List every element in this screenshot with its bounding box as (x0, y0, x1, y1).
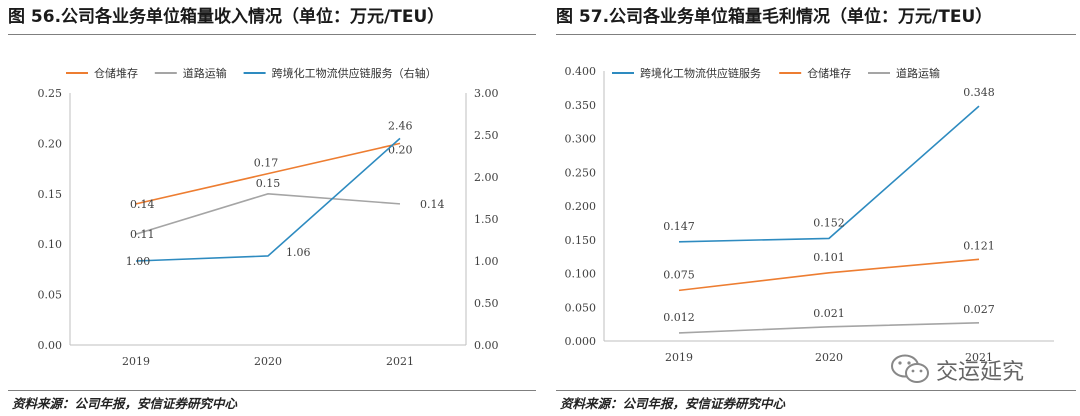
left-y2-tick-label: 1.00 (474, 255, 499, 268)
right-chart-panel: 图 57.公司各业务单位箱量毛利情况（单位：万元/TEU） 0.000 0.050… (548, 0, 1080, 416)
left-x-tick-label: 2021 (386, 355, 414, 368)
left-series-line (135, 137, 401, 262)
right-data-label: 0.348 (963, 86, 995, 99)
left-data-label: 1.00 (126, 255, 151, 268)
left-legend-label: 跨境化工物流供应链服务（右轴） (272, 66, 437, 80)
left-line-chart: 0.00 0.05 0.10 0.15 0.20 0.25 0.00 0.50 1.00 1.50… (38, 66, 499, 368)
left-data-label: 0.20 (388, 143, 413, 156)
left-bottom-rule (8, 390, 536, 391)
left-title-rule (8, 34, 536, 35)
watermark-text: 交运延究 (936, 360, 1025, 385)
left-legend-label: 仓储堆存 (94, 66, 138, 80)
right-x-tick-label: 2021 (965, 351, 993, 364)
left-chart-title: 图 56.公司各业务单位箱量收入情况（单位：万元/TEU） (8, 7, 445, 27)
right-series-line (678, 105, 980, 243)
right-line-chart: 0.000 0.050 0.100 0.150 0.200 0.250 0.300 0.350… (565, 65, 1054, 364)
right-y-tick-label: 0.300 (565, 133, 597, 146)
right-legend-label: 跨境化工物流供应链服务 (640, 66, 761, 80)
right-y-tick-label: 0.150 (565, 234, 597, 247)
left-y2-tick-label: 3.00 (474, 87, 499, 100)
right-chart-title: 图 57.公司各业务单位箱量毛利情况（单位：万元/TEU） (556, 7, 993, 27)
left-data-label: 0.14 (420, 198, 445, 211)
left-source-note: 资料来源：公司年报，安信证券研究中心 (12, 396, 238, 411)
right-series-line (678, 321, 980, 334)
right-legend-label: 道路运输 (896, 66, 940, 80)
wechat-icon (891, 354, 929, 383)
right-data-label: 0.152 (813, 216, 845, 229)
right-data-label: 0.075 (663, 268, 695, 281)
left-x-tick-label: 2019 (122, 355, 150, 368)
left-legend-label: 道路运输 (183, 66, 227, 80)
left-data-label: 0.17 (254, 157, 279, 170)
right-y-tick-label: 0.000 (565, 335, 597, 348)
left-data-label: 2.46 (388, 119, 413, 132)
left-y-tick-label: 0.20 (38, 137, 63, 150)
right-bottom-rule (556, 390, 1076, 391)
left-y-tick-label: 0.25 (38, 87, 63, 100)
right-data-label: 0.021 (813, 307, 845, 320)
left-y-tick-label: 0.15 (38, 188, 63, 201)
left-y2-tick-label: 0.50 (474, 297, 499, 310)
left-series-line (135, 142, 401, 205)
right-y-tick-label: 0.350 (565, 99, 597, 112)
right-y-tick-label: 0.250 (565, 166, 597, 179)
right-source-note: 资料来源：公司年报，安信证券研究中心 (560, 396, 786, 411)
left-data-label: 0.14 (130, 198, 155, 211)
left-chart-panel: 图 56.公司各业务单位箱量收入情况（单位：万元/TEU） 0.00 0.05 0.… (8, 7, 536, 411)
left-series-line (135, 192, 401, 235)
left-x-tick-label: 2020 (254, 355, 282, 368)
right-legend-label: 仓储堆存 (807, 66, 851, 80)
right-x-tick-label: 2020 (815, 351, 843, 364)
right-x-tick-label: 2019 (665, 351, 693, 364)
left-y2-tick-label: 0.00 (474, 339, 499, 352)
left-y2-tick-label: 2.00 (474, 171, 499, 184)
right-y-tick-label: 0.400 (565, 65, 597, 78)
wechat-watermark: 交运延究 (888, 352, 1058, 386)
left-y-tick-label: 0.00 (38, 339, 63, 352)
left-y-tick-label: 0.05 (38, 289, 63, 302)
left-y2-tick-label: 1.50 (474, 213, 499, 226)
right-data-label: 0.012 (663, 311, 695, 324)
left-y2-tick-label: 2.50 (474, 129, 499, 142)
left-y-tick-label: 0.10 (38, 238, 63, 251)
left-data-label: 1.06 (286, 246, 311, 259)
left-data-label: 0.15 (256, 177, 281, 190)
left-data-label: 0.11 (130, 228, 155, 241)
right-data-label: 0.147 (663, 220, 695, 233)
right-title-rule (556, 34, 1076, 35)
right-data-label: 0.121 (963, 239, 995, 252)
right-y-tick-label: 0.100 (565, 268, 597, 281)
right-y-tick-label: 0.050 (565, 301, 597, 314)
right-y-tick-label: 0.200 (565, 200, 597, 213)
right-series-line (678, 258, 980, 292)
right-data-label: 0.027 (963, 303, 995, 316)
right-data-label: 0.101 (813, 251, 845, 264)
